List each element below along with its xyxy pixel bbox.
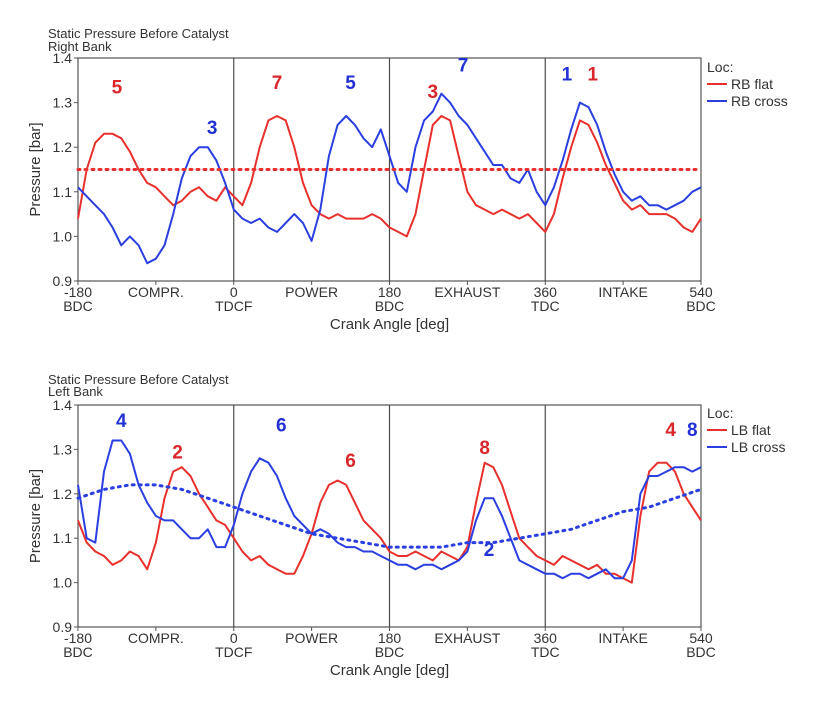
- x-tick-label: 0: [230, 284, 238, 300]
- x-tick-sublabel: BDC: [686, 298, 716, 314]
- x-tick-label: EXHAUST: [434, 284, 501, 300]
- chart-title: Static Pressure Before Catalyst: [48, 26, 229, 41]
- x-tick-label: POWER: [285, 630, 338, 646]
- annotation-label: 7: [272, 73, 283, 94]
- x-tick-label: 0: [230, 630, 238, 646]
- x-tick-label: INTAKE: [598, 630, 648, 646]
- legend-entry: LB flat: [731, 422, 771, 438]
- annotation-label: 2: [484, 540, 495, 561]
- legend-entry: LB cross: [731, 439, 785, 455]
- y-tick-label: 1.0: [53, 228, 73, 244]
- y-tick-label: 1.2: [53, 486, 73, 502]
- y-axis-label: Pressure [bar]: [27, 469, 44, 563]
- annotation-label: 7: [458, 55, 469, 76]
- legend-title: Loc:: [707, 405, 733, 421]
- x-tick-label: 180: [378, 284, 402, 300]
- y-tick-label: 0.9: [53, 619, 73, 635]
- annotation-label: 6: [345, 451, 356, 472]
- x-axis-label: Crank Angle [deg]: [330, 316, 449, 333]
- y-tick-label: 1.4: [53, 50, 73, 66]
- x-tick-label: 360: [534, 630, 558, 646]
- annotation-label: 2: [172, 442, 183, 463]
- legend-entry: RB flat: [731, 76, 773, 92]
- x-tick-sublabel: TDC: [531, 644, 560, 660]
- series-line-rb-flat: [77, 115, 702, 238]
- y-tick-label: 1.4: [53, 397, 73, 413]
- x-tick-label: COMPR.: [128, 630, 184, 646]
- x-tick-label: INTAKE: [598, 284, 648, 300]
- x-tick-sublabel: BDC: [375, 298, 405, 314]
- x-tick-sublabel: TDCF: [215, 644, 252, 660]
- annotation-label: 6: [276, 416, 287, 437]
- x-tick-label: 360: [534, 284, 558, 300]
- series-line-rb-cross: [77, 92, 702, 265]
- annotation-label: 4: [665, 420, 676, 441]
- series-line-lb-cross: [77, 439, 702, 580]
- y-tick-label: 1.2: [53, 139, 73, 155]
- annotation-label: 5: [345, 73, 356, 94]
- legend-title: Loc:: [707, 59, 733, 75]
- y-tick-label: 1.3: [53, 95, 73, 111]
- x-tick-label: POWER: [285, 284, 338, 300]
- x-tick-sublabel: BDC: [686, 644, 716, 660]
- x-tick-sublabel: BDC: [63, 644, 93, 660]
- annotation-label: 5: [112, 78, 123, 99]
- chart-subtitle: Left Bank: [48, 384, 103, 399]
- x-axis-label: Crank Angle [deg]: [330, 662, 449, 679]
- x-tick-sublabel: TDC: [531, 298, 560, 314]
- annotation-label: 4: [116, 411, 127, 432]
- y-tick-label: 0.9: [53, 273, 73, 289]
- x-tick-sublabel: BDC: [63, 298, 93, 314]
- y-tick-label: 1.1: [53, 530, 73, 546]
- series-line-lb-flat: [77, 461, 702, 584]
- x-tick-sublabel: TDCF: [215, 298, 252, 314]
- x-tick-label: EXHAUST: [434, 630, 501, 646]
- annotation-label: 8: [479, 438, 490, 459]
- x-tick-label: COMPR.: [128, 284, 184, 300]
- chart-subtitle: Right Bank: [48, 39, 112, 54]
- y-axis-label: Pressure [bar]: [27, 122, 44, 216]
- x-tick-label: -180: [64, 630, 92, 646]
- y-tick-label: 1.0: [53, 575, 73, 591]
- annotation-label: 3: [207, 118, 218, 139]
- x-tick-label: 540: [689, 630, 713, 646]
- annotation-label: 8: [687, 420, 698, 441]
- y-tick-label: 1.1: [53, 184, 73, 200]
- x-tick-sublabel: BDC: [375, 644, 405, 660]
- legend-entry: RB cross: [731, 93, 788, 109]
- annotation-label: 1: [562, 64, 573, 85]
- x-tick-label: 180: [378, 630, 402, 646]
- trend-line-dotted: [76, 483, 703, 549]
- x-tick-label: 540: [689, 284, 713, 300]
- y-tick-label: 1.3: [53, 441, 73, 457]
- chart-title: Static Pressure Before Catalyst: [48, 372, 229, 387]
- annotation-label: 3: [427, 82, 438, 103]
- annotation-label: 1: [588, 64, 599, 85]
- x-tick-label: -180: [64, 284, 92, 300]
